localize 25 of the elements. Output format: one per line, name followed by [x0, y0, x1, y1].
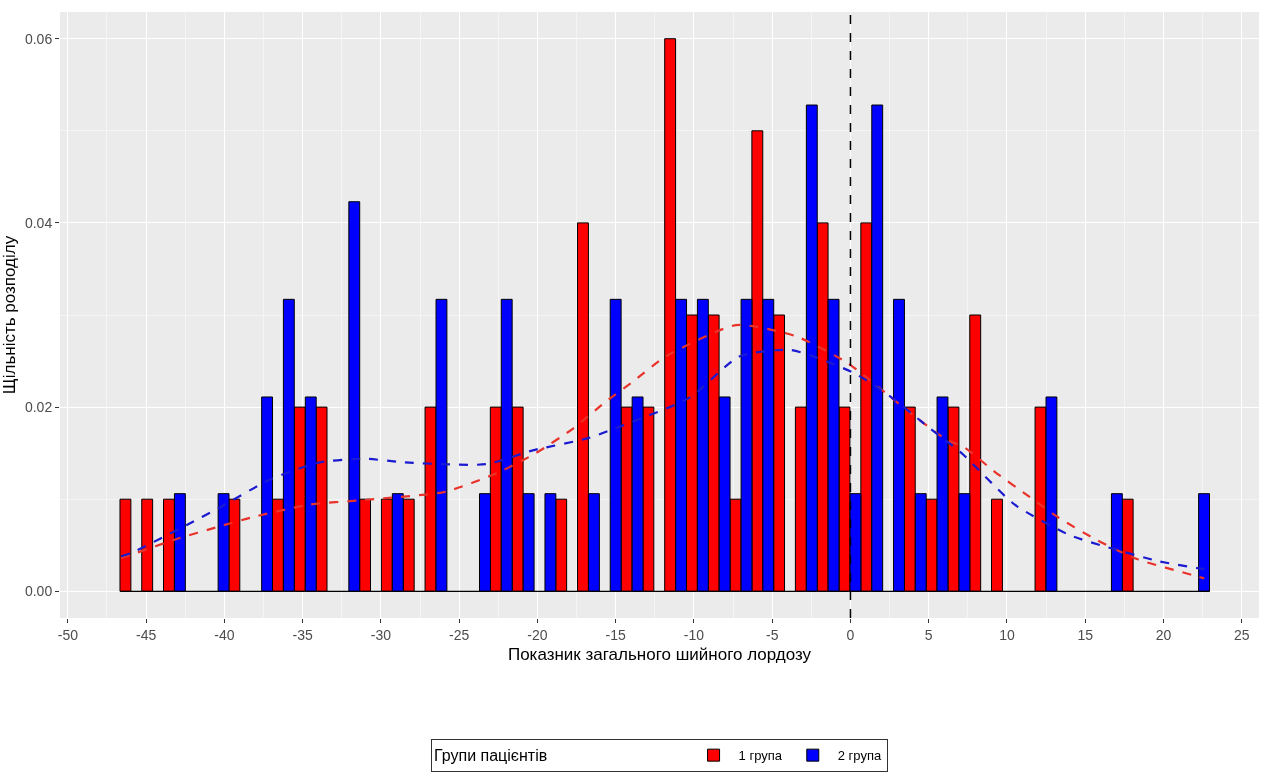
legend-title: Групи пацієнтів: [434, 747, 681, 764]
x-tick-label: -40: [214, 626, 235, 643]
x-tick-label: -10: [683, 626, 705, 643]
y-tick-label: 0.06: [24, 30, 53, 47]
x-tick-label: 10: [999, 626, 1015, 643]
x-tick-label: 25: [1233, 626, 1250, 643]
x-tick-label: -45: [135, 626, 157, 643]
y-tick-label: 0.00: [24, 583, 53, 600]
x-axis-title: Показник загального шийного лордозу: [507, 645, 812, 665]
x-tick-label: -30: [370, 626, 392, 643]
x-tick-label: -5: [765, 626, 779, 643]
x-tick-label: -25: [449, 626, 470, 643]
legend-label: 2 група: [837, 748, 882, 764]
x-tick-label: 15: [1077, 626, 1094, 643]
x-tick-label: 20: [1155, 626, 1172, 643]
x-tick-label: -20: [527, 626, 548, 643]
x-tick-label: -35: [292, 626, 313, 643]
y-axis-title: Щільність розподілу: [0, 235, 19, 395]
x-tick-label: -50: [57, 626, 79, 643]
y-tick-label: 0.02: [24, 399, 53, 415]
x-tick-label: -15: [605, 626, 626, 643]
x-tick-label: 0: [846, 626, 855, 643]
x-tick-label: 5: [924, 626, 933, 643]
y-tick-label: 0.04: [24, 214, 53, 231]
legend-label: 1 група: [738, 748, 783, 764]
